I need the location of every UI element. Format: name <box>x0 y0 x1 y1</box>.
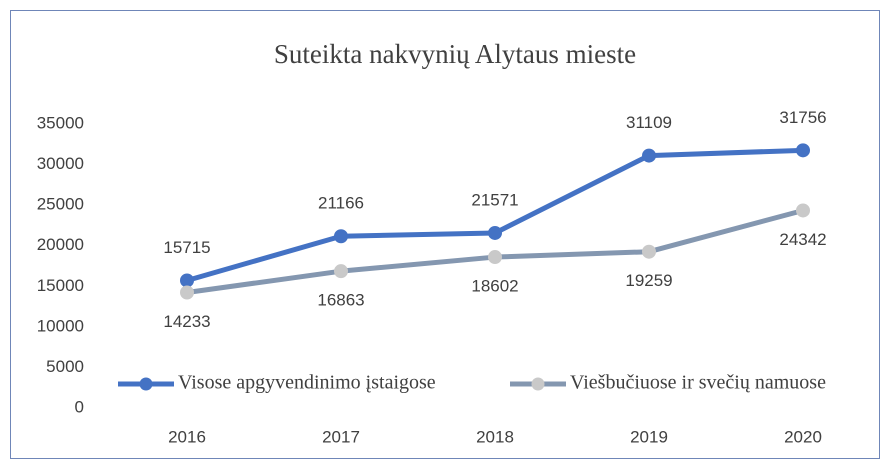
data-point <box>180 285 194 300</box>
data-label: 15715 <box>163 238 210 257</box>
y-tick-label: 10000 <box>37 316 84 335</box>
y-tick-label: 5000 <box>46 357 84 376</box>
data-point <box>334 264 348 279</box>
data-label: 16863 <box>317 291 364 310</box>
legend-marker <box>531 377 545 391</box>
y-tick-label: 30000 <box>37 154 84 173</box>
legend-marker <box>139 377 153 391</box>
data-point <box>642 148 656 163</box>
x-tick-label: 2018 <box>476 427 514 446</box>
x-tick-label: 2017 <box>322 427 360 446</box>
data-point <box>180 273 194 288</box>
data-label: 21166 <box>318 194 364 213</box>
data-label: 14233 <box>163 312 210 331</box>
data-label: 31756 <box>779 108 826 127</box>
y-tick-label: 25000 <box>37 195 84 214</box>
y-tick-label: 35000 <box>37 113 84 132</box>
legend-label: Viešbučiuose ir svečių namuose <box>570 372 826 394</box>
data-label: 31109 <box>626 113 672 132</box>
data-point <box>796 203 810 218</box>
x-tick-label: 2019 <box>630 427 668 446</box>
data-point <box>334 229 348 244</box>
data-label: 24342 <box>779 230 826 249</box>
y-tick-label: 20000 <box>37 235 84 254</box>
legend-label: Visose apgyvendinimo įstaigose <box>178 372 436 394</box>
y-tick-label: 0 <box>75 397 84 416</box>
data-point <box>488 225 502 240</box>
data-point <box>796 143 810 158</box>
chart-title: Suteikta nakvynių Alytaus mieste <box>274 39 636 69</box>
x-tick-label: 2020 <box>784 427 822 446</box>
data-point <box>642 244 656 259</box>
y-tick-label: 15000 <box>37 276 84 295</box>
data-label: 19259 <box>625 271 672 290</box>
data-label: 21571 <box>471 190 518 209</box>
data-point <box>488 250 502 265</box>
x-tick-label: 2016 <box>168 427 206 446</box>
data-label: 18602 <box>471 277 518 296</box>
